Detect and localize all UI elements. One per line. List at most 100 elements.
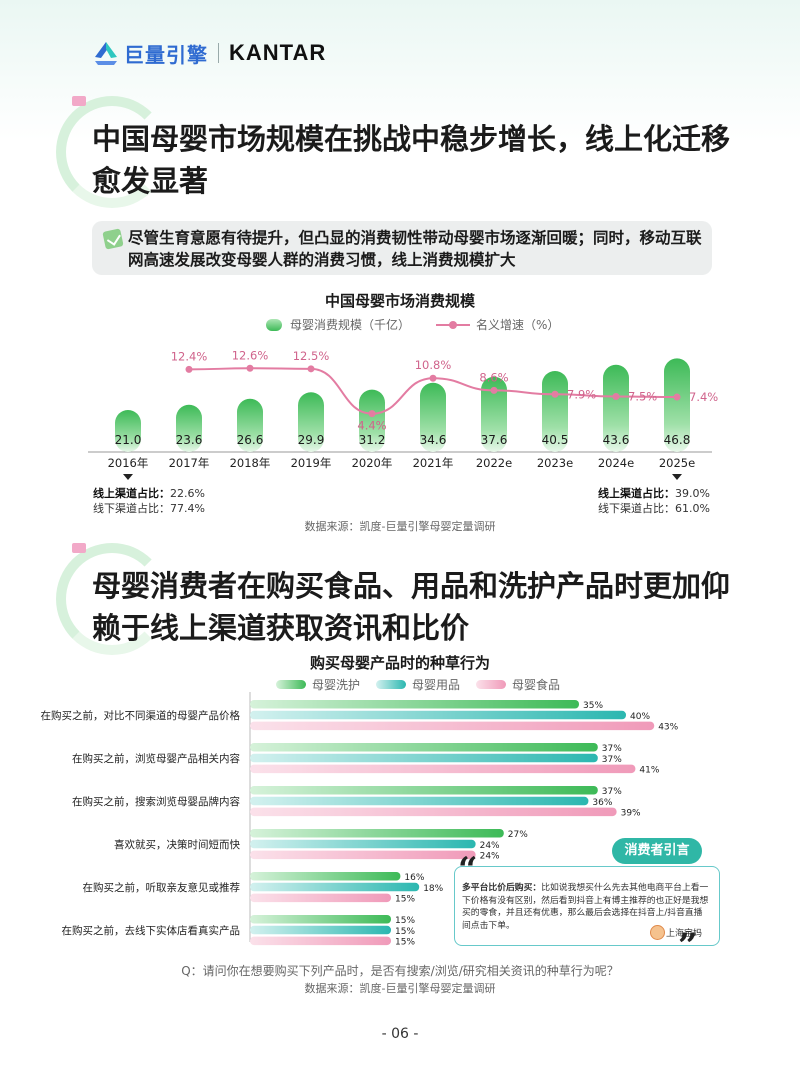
pointer-icon [672, 474, 682, 480]
header: 巨量引擎 KANTAR [92, 38, 326, 68]
decor-ring-1 [56, 96, 168, 208]
bar-value-label: 31.2 [359, 433, 386, 447]
growth-label: 4.4% [357, 419, 386, 433]
hbar-value-label: 41% [639, 766, 659, 776]
quote-tag: 消费者引言 [612, 838, 702, 864]
hbar-value-label: 27% [508, 830, 528, 840]
growth-point [246, 364, 254, 372]
hbar [250, 753, 598, 763]
hbar [250, 893, 391, 903]
hbar-value-label: 15% [395, 927, 415, 937]
x-tick-label: 2020年 [352, 456, 393, 470]
chart2-source: 数据来源：凯度-巨量引擎母婴定量调研 [304, 982, 496, 995]
legend-line-swatch [436, 320, 471, 329]
bar [298, 392, 324, 452]
growth-label: 8.6% [479, 370, 508, 384]
chart2-title: 购买母婴产品时的种草行为 [309, 654, 490, 672]
x-tick-label: 2016年 [108, 456, 149, 470]
x-tick-label: 2022e [476, 456, 512, 470]
growth-point [673, 393, 681, 401]
hbar [250, 936, 391, 946]
chart1-source: 数据来源：凯度-巨量引擎母婴定量调研 [304, 520, 496, 533]
bar [237, 398, 263, 452]
hbar-value-label: 35% [583, 701, 603, 711]
hbar [250, 839, 476, 849]
growth-point [490, 386, 498, 394]
legend-bar-swatch [266, 318, 282, 331]
category-label: 在购买之前，对比不同渠道的母婴产品价格 [41, 709, 241, 722]
x-tick-label: 2023e [537, 456, 573, 470]
legend-swatch-goods [376, 680, 407, 689]
decor-ring-2 [56, 543, 168, 655]
hbar-value-label: 37% [602, 744, 622, 754]
category-label: 在购买之前，搜索浏览母婴品牌内容 [72, 795, 240, 808]
brand-en-logo: KANTAR [229, 40, 327, 65]
legend-label-food: 母婴食品 [512, 678, 561, 692]
consumer-quote-box [454, 866, 720, 946]
hbar [250, 700, 579, 709]
chart2-legend: 母婴洗护 母婴用品 母婴食品 [276, 676, 560, 693]
hbar-value-label: 15% [395, 938, 415, 948]
category-label: 在购买之前，听取亲友意见或推荐 [83, 881, 241, 894]
bar-value-label: 23.6 [176, 433, 203, 447]
bar-value-label: 43.6 [603, 433, 630, 447]
growth-label: 7.9% [567, 387, 596, 401]
section1-callout: 尽管生育意愿有待提升，但凸显的消费韧性带动母婴市场逐渐回暖；同时，移动互联网高速… [92, 221, 712, 275]
bar [115, 410, 141, 452]
check-icon [102, 228, 124, 250]
hbar [250, 829, 504, 838]
survey-question: Q：请问你在想要购买下列产品时，是否有搜索/浏览/研究相关资讯的种草行为呢？ [181, 964, 619, 978]
chart1-legend: 母婴消费规模（千亿） 名义增速（%） [266, 316, 559, 333]
x-tick-label: 2017年 [169, 456, 210, 470]
hbar-value-label: 37% [602, 755, 622, 765]
x-tick-label: 2024e [598, 456, 634, 470]
growth-point [429, 374, 437, 382]
hbar-value-label: 24% [480, 852, 500, 862]
note-right-offline: 线下渠道占比：61.0% [598, 502, 710, 515]
quote-lead: 多平台比价后购买： [462, 883, 542, 893]
hbar-value-label: 37% [602, 787, 622, 797]
hbar-value-label: 36% [592, 798, 612, 808]
category-label: 在购买之前，去线下实体店看真实产品 [62, 924, 241, 937]
hbar-value-label: 15% [395, 895, 415, 905]
seeding-behavior-chart: 在购买之前，对比不同渠道的母婴产品价格 35% 40% 43% 在购买之前，浏览母婴产品… [41, 692, 679, 948]
avatar [650, 925, 665, 940]
chart1-title: 中国母婴市场消费规模 [324, 292, 475, 310]
bar [481, 376, 507, 452]
growth-point [185, 365, 193, 373]
growth-label: 12.5% [293, 349, 330, 363]
note-right-online-value: 39.0% [675, 487, 710, 500]
growth-point [612, 392, 620, 400]
hbar-value-label: 24% [480, 841, 500, 851]
close-quote-icon: ” [678, 926, 698, 966]
quote-text: 多平台比价后购买：比如说我想买什么先去其他电商平台上看一下价格有没有区别，然后看… [462, 882, 710, 932]
note-left-offline: 线下渠道占比：77.4% [93, 502, 205, 515]
hbar [250, 807, 617, 817]
hbar [250, 915, 391, 924]
growth-label: 7.5% [628, 389, 657, 403]
hbar-value-label: 43% [658, 723, 678, 733]
bar [603, 364, 629, 452]
quote-author: 上海宝妈 [666, 929, 703, 939]
brand-cn-logo: 巨量引擎 [124, 42, 208, 67]
bar [176, 404, 202, 452]
bar [420, 382, 446, 452]
x-tick-label: 2021年 [413, 456, 454, 470]
hbar [250, 872, 401, 881]
chart1-note-right: 线上渠道占比：39.0% 线下渠道占比：61.0% [598, 486, 710, 516]
hbar [250, 796, 589, 806]
x-tick-label: 2025e [659, 456, 695, 470]
growth-label: 7.4% [689, 390, 718, 404]
bar-value-label: 29.9 [298, 433, 325, 447]
hbar [250, 764, 636, 774]
hbar [250, 743, 598, 752]
logo-divider [218, 43, 219, 63]
hbar [250, 882, 420, 892]
quote-body: 比如说我想买什么先去其他电商平台上看一下价格有没有区别，然后看到抖音上有博主推荐… [462, 883, 709, 931]
pointer-icon [123, 474, 133, 480]
x-tick-label: 2018年 [230, 456, 271, 470]
category-label: 在购买之前，浏览母婴产品相关内容 [72, 752, 240, 765]
bar-value-label: 34.6 [420, 433, 447, 447]
bar-value-label: 40.5 [542, 433, 569, 447]
chart1-note-left: 线上渠道占比：22.6% 线下渠道占比：77.4% [93, 486, 205, 516]
